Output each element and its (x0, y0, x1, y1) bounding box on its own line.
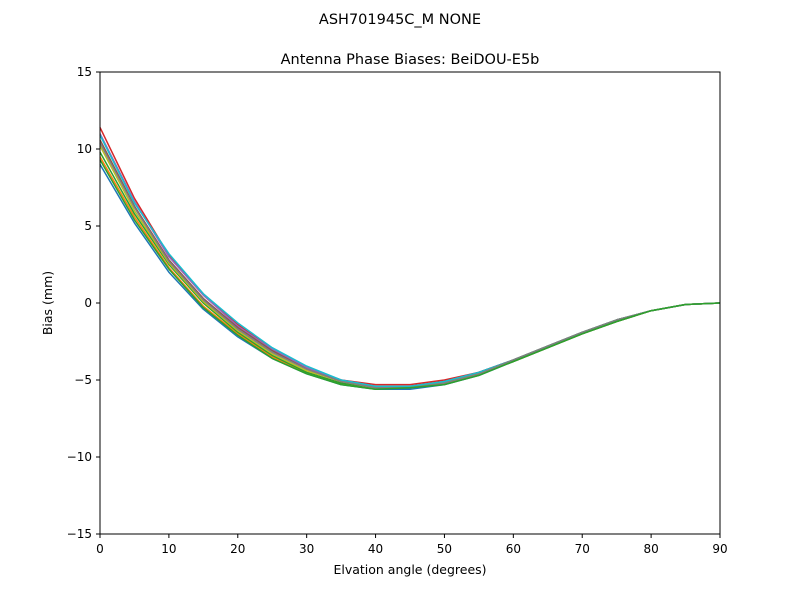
x-tick-label: 50 (437, 542, 452, 556)
y-tick-label: 15 (77, 65, 92, 79)
series-line-7 (99, 145, 721, 389)
y-tick-label: 5 (84, 219, 92, 233)
x-axis-label: Elvation angle (degrees) (333, 562, 486, 577)
x-tick-label: 90 (712, 542, 727, 556)
x-tick-label: 60 (506, 542, 521, 556)
x-tick-label: 70 (575, 542, 590, 556)
chart-title: Antenna Phase Biases: BeiDOU-E5b (281, 52, 540, 68)
y-tick-label: 10 (77, 142, 92, 156)
plot-series-group (99, 127, 721, 390)
series-line-3 (99, 151, 721, 389)
series-line-4 (99, 127, 721, 386)
x-tick-label: 40 (368, 542, 383, 556)
x-tick-label: 0 (96, 542, 104, 556)
x-tick-label: 20 (230, 542, 245, 556)
series-line-8 (99, 134, 721, 387)
y-tick-label: −10 (67, 450, 92, 464)
figure-suptitle: ASH701945C_M NONE (319, 12, 481, 28)
plot-frame (99, 71, 721, 535)
y-tick-label: −5 (74, 373, 92, 387)
x-axis: 0 10 20 30 40 50 60 70 80 90 (96, 534, 728, 556)
y-tick-label: 0 (84, 296, 92, 310)
series-line-2 (99, 156, 721, 389)
x-tick-label: 30 (299, 542, 314, 556)
series-line-5 (99, 133, 721, 387)
x-tick-label: 80 (643, 542, 658, 556)
series-line-1 (99, 164, 721, 390)
y-axis: −15 −10 −5 0 5 10 15 (67, 65, 100, 541)
y-tick-label: −15 (67, 527, 92, 541)
series-line-10 (99, 159, 721, 390)
series-line-6 (99, 139, 721, 387)
series-line-9 (99, 142, 721, 389)
x-tick-label: 10 (161, 542, 176, 556)
y-axis-label: Bias (mm) (40, 271, 55, 335)
